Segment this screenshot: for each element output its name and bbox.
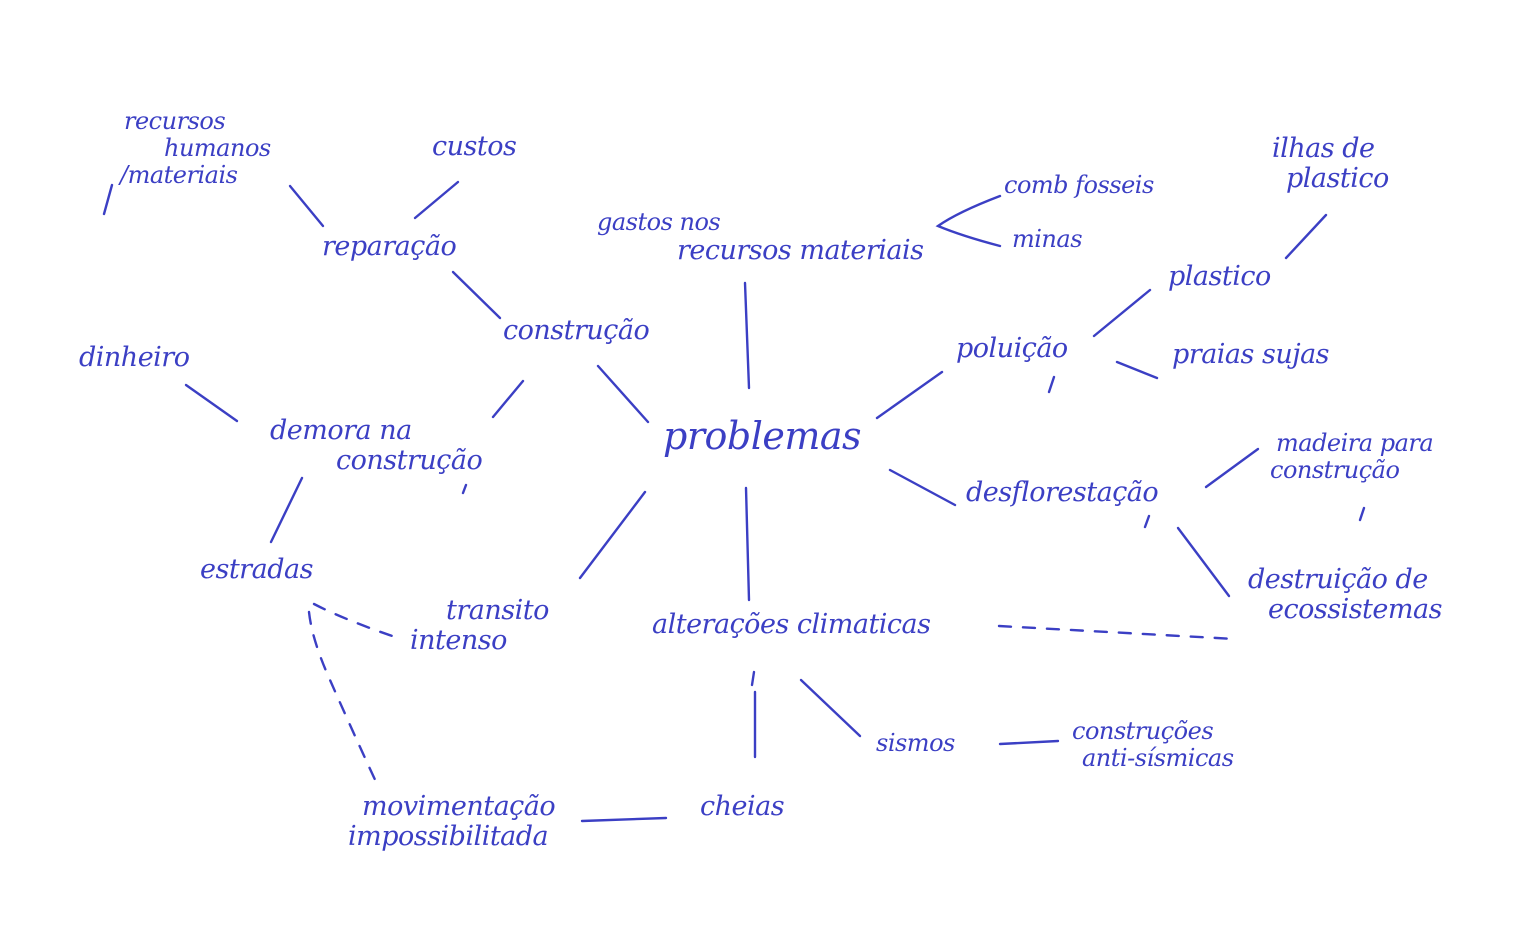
node-reparacao: reparação — [322, 231, 457, 262]
edge-estradas-movimentacao-dashed — [307, 610, 379, 786]
node-sismos: sismos — [876, 729, 955, 757]
edge-problemas-construcao — [596, 364, 650, 424]
node-estradas: estradas — [200, 554, 313, 585]
edge-alteracoes-sismos — [799, 678, 862, 738]
node-alteracoes: alterações climaticas — [652, 609, 931, 640]
edge-problemas-desflorestacao — [888, 468, 957, 507]
node-destruicao: destruição de ecossistemas — [1248, 564, 1442, 626]
edge-alteracoes-tick — [750, 670, 756, 687]
node-problemas: problemas — [663, 414, 862, 458]
node-minas: minas — [1012, 225, 1083, 253]
edge-sismos-construcoes — [998, 739, 1060, 746]
node-combustiveis: comb fosseis — [1004, 171, 1154, 199]
node-custos: custos — [432, 131, 517, 162]
edge-desflorestacao-madeira — [1204, 447, 1260, 489]
node-cheias: cheias — [700, 791, 785, 822]
edge-desflorestacao-tick — [1143, 514, 1151, 529]
node-construcoes: construções anti-sísmicas — [1072, 718, 1234, 772]
node-gastos: gastos nos recursos materiais — [597, 209, 924, 266]
demora-line-2: construção — [336, 445, 483, 477]
edge-construcao-reparacao — [451, 270, 502, 320]
node-madeira: madeira para construção — [1270, 429, 1434, 484]
node-transito: transito intenso — [410, 595, 549, 657]
edge-reparacao-custos — [413, 180, 460, 220]
recursos-line-2: humanos — [164, 133, 271, 162]
node-movimentacao: movimentação impossibilitada — [348, 791, 556, 853]
edge-problemas-poluicao — [875, 370, 944, 420]
node-praias: praias sujas — [1172, 339, 1330, 370]
edge-problemas-alteracoes — [744, 486, 751, 602]
ilhas-line-2: plastico — [1286, 163, 1389, 195]
gastos-line-2: recursos materiais — [677, 234, 924, 266]
edge-demora-tick — [461, 483, 468, 495]
gastos-line-1: gastos nos — [597, 208, 721, 236]
recursos-line-3: /materiais — [120, 160, 238, 189]
edge-recursos-slash — [102, 183, 114, 216]
recursos-line-1: recursos — [124, 107, 226, 135]
edge-poluicao-tick — [1047, 375, 1056, 394]
edge-poluicao-plastico — [1092, 288, 1152, 338]
movimentacao-line-2: impossibilitada — [348, 821, 549, 853]
edge-madeira-tick — [1358, 506, 1366, 522]
edge-estradas-transito-dashed — [312, 602, 400, 640]
movimentacao-line-1: movimentação — [362, 791, 556, 822]
node-desflorestacao: desflorestação — [966, 477, 1159, 508]
transito-line-2: intenso — [410, 625, 507, 657]
edge-demora-estradas — [269, 476, 304, 544]
destruicao-line-1: destruição de — [1248, 564, 1428, 595]
edge-poluicao-praias — [1115, 360, 1159, 380]
edge-reparacao-recursos — [288, 184, 325, 228]
edge-alteracoes-destruicao-dashed — [997, 624, 1237, 641]
edge-desflorestacao-destruicao — [1176, 526, 1231, 598]
edge-gastos-brace — [935, 194, 1002, 248]
node-demora: demora na construção — [270, 415, 483, 477]
construcoes-line-2: anti-sísmicas — [1082, 743, 1234, 772]
node-dinheiro: dinheiro — [79, 342, 190, 373]
transito-line-1: transito — [446, 595, 549, 626]
node-plastico: plastico — [1168, 261, 1271, 292]
ilhas-line-1: ilhas de — [1272, 133, 1375, 164]
node-recursos: recursos humanos /materiais — [120, 108, 271, 189]
demora-line-1: demora na — [270, 415, 412, 446]
node-poluicao: poluição — [956, 333, 1068, 364]
edge-problemas-transito — [578, 490, 647, 580]
edge-cheias-movimentacao — [580, 816, 668, 823]
edge-problemas-gastos — [743, 281, 751, 390]
madeira-line-2: construção — [1270, 455, 1400, 484]
node-ilhas: ilhas de plastico — [1272, 133, 1389, 195]
edge-construcao-demora — [491, 379, 525, 419]
edge-demora-dinheiro — [184, 383, 239, 423]
edge-plastico-ilhas — [1284, 213, 1328, 260]
destruicao-line-2: ecossistemas — [1268, 594, 1442, 626]
node-construcao: construção — [503, 315, 650, 346]
madeira-line-1: madeira para — [1276, 429, 1434, 457]
construcoes-line-1: construções — [1072, 717, 1214, 745]
